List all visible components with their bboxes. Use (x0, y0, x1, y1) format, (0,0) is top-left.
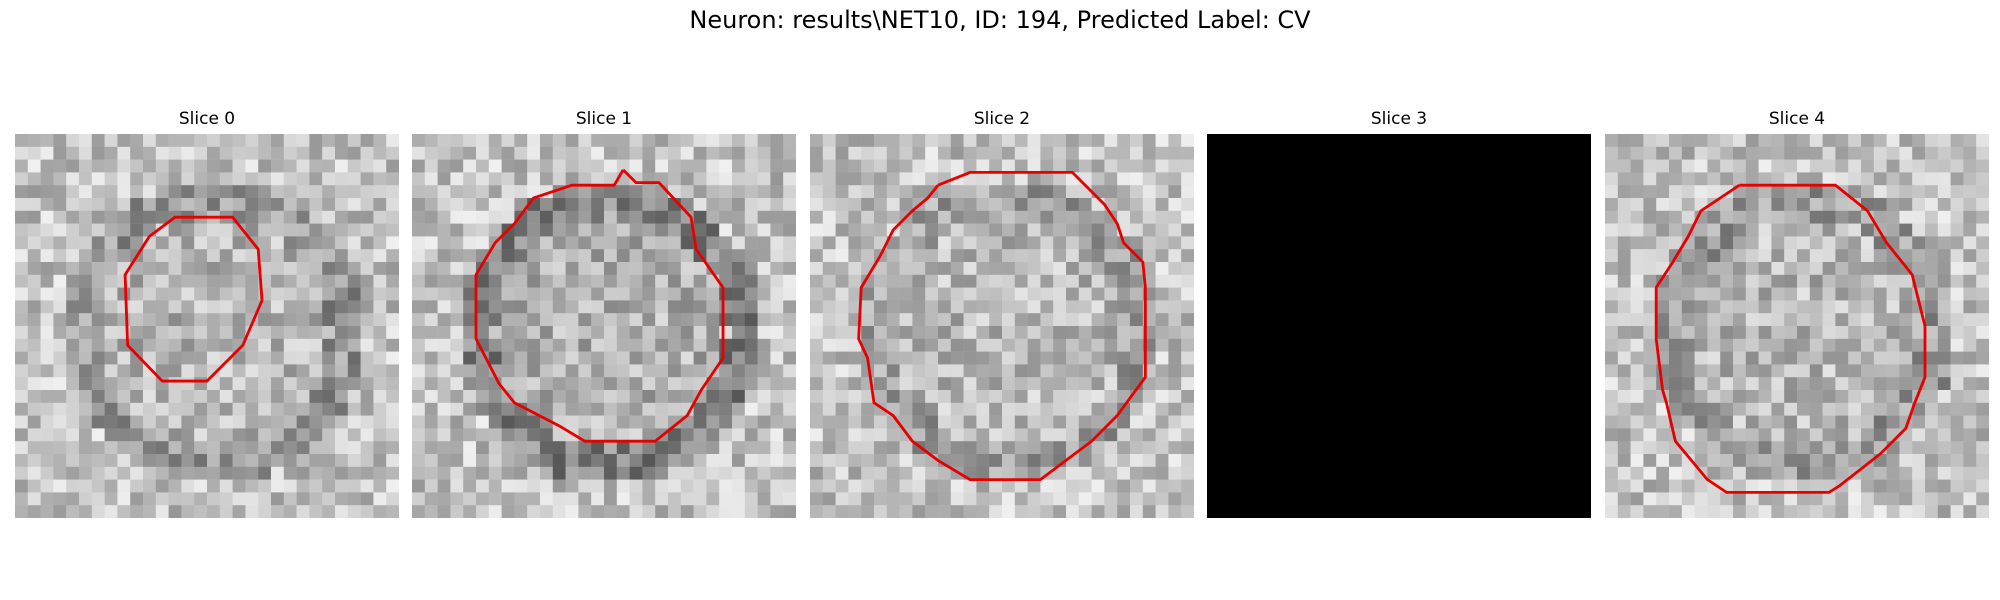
contour-outline (474, 168, 725, 443)
slice-panel-1: Slice 1 (412, 104, 796, 518)
slice-panel-2: Slice 2 (810, 104, 1194, 518)
figure-title: Neuron: results\NET10, ID: 194, Predicte… (689, 6, 1311, 34)
contour-outline (1654, 183, 1927, 494)
slice-title: Slice 1 (575, 109, 633, 129)
slice-panel-3: Slice 3 (1207, 104, 1591, 518)
contour-outline (123, 215, 264, 383)
blank-slice (1207, 134, 1591, 518)
slice-image-0 (15, 134, 399, 518)
slice-title: Slice 2 (973, 109, 1031, 129)
slice-title: Slice 3 (1370, 109, 1428, 129)
slice-image-2 (810, 134, 1194, 518)
slice-title: Slice 0 (178, 109, 236, 129)
slice-pixels (412, 134, 796, 518)
slice-image-4 (1605, 134, 1989, 518)
contour-outline (857, 170, 1147, 482)
slice-pixels (1605, 134, 1989, 518)
slice-pixels (15, 134, 399, 518)
slice-image-1 (412, 134, 796, 518)
slice-title: Slice 4 (1768, 109, 1826, 129)
slice-image-3-blank (1207, 134, 1591, 518)
slice-pixels (810, 134, 1194, 518)
slice-panel-4: Slice 4 (1605, 104, 1989, 518)
slice-panel-0: Slice 0 (15, 104, 399, 518)
